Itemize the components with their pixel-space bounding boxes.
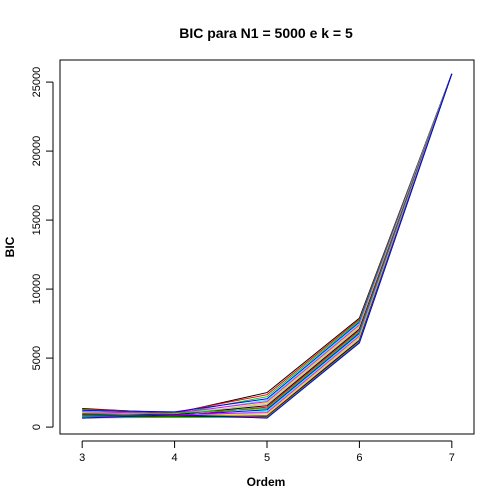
x-tick-label: 4: [172, 452, 178, 464]
y-tick-label: 20000: [31, 136, 43, 167]
x-axis-label: Ordem: [247, 475, 286, 489]
series-line-2: [82, 73, 453, 414]
y-tick-label: 15000: [31, 205, 43, 236]
series-line-11: [82, 73, 453, 416]
series-line-15: [82, 73, 453, 418]
x-tick-label: 6: [356, 452, 362, 464]
y-tick-label: 5000: [31, 346, 43, 370]
series-line-17: [82, 73, 453, 418]
y-tick-label: 10000: [31, 274, 43, 305]
series-line-4: [82, 73, 453, 413]
series-line-3: [82, 73, 453, 415]
x-axis: 3 4 5 6 7: [79, 440, 455, 464]
x-tick-label: 5: [264, 452, 270, 464]
y-axis-label: BIC: [3, 236, 17, 257]
series-layer: [82, 73, 453, 419]
series-line-16: [82, 73, 453, 419]
series-line-1: [82, 73, 453, 414]
plot-area-border: [59, 59, 475, 435]
series-line-9: [82, 73, 453, 416]
series-line-8: [82, 73, 453, 415]
series-line-13: [82, 73, 453, 418]
series-line-14: [82, 73, 453, 418]
series-line-6: [82, 73, 453, 414]
series-line-10: [82, 73, 453, 417]
x-tick-label: 3: [79, 452, 85, 464]
x-tick-label: 7: [449, 452, 455, 464]
y-axis: 0 5000 10000 15000 20000 25000: [31, 67, 54, 430]
y-tick-label: 0: [31, 424, 43, 430]
series-line-12: [82, 73, 453, 417]
series-line-5: [82, 73, 453, 416]
y-tick-label: 25000: [31, 67, 43, 98]
chart-title: BIC para N1 = 5000 e k = 5: [179, 25, 353, 41]
series-line-18: [82, 73, 453, 419]
series-line-7: [82, 73, 453, 416]
series-line-20: [82, 73, 453, 419]
series-line-19: [82, 73, 453, 418]
